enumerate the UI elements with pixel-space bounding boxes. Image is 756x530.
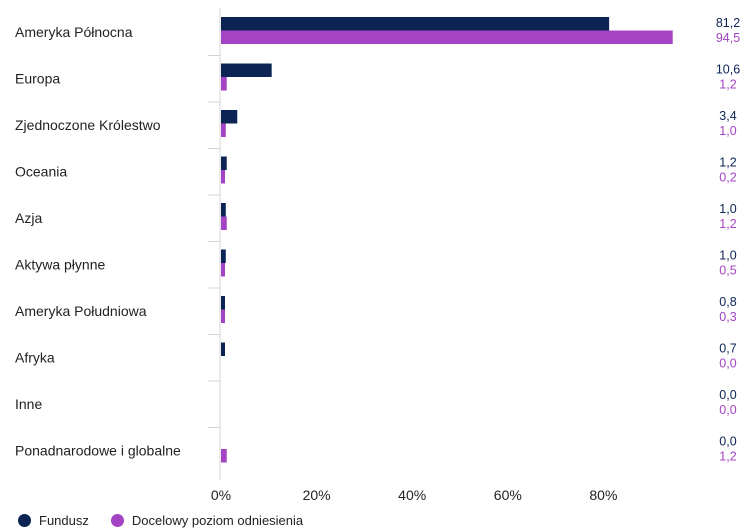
bar-fundusz xyxy=(221,203,226,217)
x-tick-label: 20% xyxy=(303,487,331,503)
value-label-benchmark: 0,5 xyxy=(719,264,736,278)
bar-benchmark xyxy=(221,263,225,277)
bar-fundusz xyxy=(221,63,272,77)
x-tick-label: 80% xyxy=(589,487,617,503)
value-label-benchmark: 1,2 xyxy=(719,217,736,231)
legend-item-fundusz: Fundusz xyxy=(18,513,89,528)
value-label-fundusz: 0,7 xyxy=(719,342,736,356)
value-label-fundusz: 1,0 xyxy=(719,202,736,216)
bar-fundusz xyxy=(221,296,225,310)
category-label: Ameryka Południowa xyxy=(15,303,147,319)
bar-benchmark xyxy=(221,170,225,184)
legend-marker-benchmark xyxy=(110,513,124,527)
bar-fundusz xyxy=(221,110,238,124)
category-label: Afryka xyxy=(15,350,55,366)
category-label: Aktywa płynne xyxy=(15,257,105,273)
bar-benchmark xyxy=(221,123,226,137)
bar-fundusz xyxy=(221,249,226,263)
legend-label-fundusz: Fundusz xyxy=(39,512,89,528)
bar-chart: Ameryka Północna81,294,5Europa10,61,2Zje… xyxy=(15,8,740,503)
category-label: Inne xyxy=(15,396,42,412)
x-tick-label: 0% xyxy=(211,487,231,503)
x-tick-label: 60% xyxy=(494,487,522,503)
bar-fundusz xyxy=(221,156,227,170)
bar-benchmark xyxy=(221,449,227,463)
bar-fundusz xyxy=(221,17,610,31)
value-label-fundusz: 10,6 xyxy=(716,63,740,77)
category-label: Ameryka Północna xyxy=(15,24,133,40)
value-label-fundusz: 1,0 xyxy=(719,249,736,263)
value-label-fundusz: 3,4 xyxy=(719,109,736,123)
bar-benchmark xyxy=(221,309,225,323)
value-label-fundusz: 81,2 xyxy=(716,16,740,30)
category-label: Zjednoczone Królestwo xyxy=(15,117,161,133)
chart-legend: Fundusz Docelowy poziom odniesienia xyxy=(18,510,325,530)
value-label-benchmark: 1,0 xyxy=(719,124,736,138)
category-label: Ponadnarodowe i globalne xyxy=(15,443,181,459)
x-tick-label: 40% xyxy=(398,487,426,503)
legend-item-benchmark: Docelowy poziom odniesienia xyxy=(110,512,304,528)
value-label-benchmark: 0,0 xyxy=(719,403,736,417)
value-label-benchmark: 0,3 xyxy=(719,310,736,324)
value-label-fundusz: 0,0 xyxy=(719,435,736,449)
value-label-fundusz: 0,8 xyxy=(719,295,736,309)
legend-label-benchmark: Docelowy poziom odniesienia xyxy=(131,512,304,528)
bar-benchmark xyxy=(221,216,227,230)
value-label-fundusz: 1,2 xyxy=(719,156,736,170)
value-label-fundusz: 0,0 xyxy=(719,388,736,402)
category-label: Oceania xyxy=(15,164,67,180)
category-label: Azja xyxy=(15,210,42,226)
bar-fundusz xyxy=(221,342,225,356)
value-label-benchmark: 0,2 xyxy=(719,171,736,185)
bar-benchmark xyxy=(221,77,227,91)
legend-marker-fundusz xyxy=(18,513,31,527)
value-label-benchmark: 94,5 xyxy=(716,31,740,45)
value-label-benchmark: 1,2 xyxy=(719,78,736,92)
value-label-benchmark: 0,0 xyxy=(719,357,736,371)
value-label-benchmark: 1,2 xyxy=(719,450,736,464)
bar-benchmark xyxy=(221,30,673,44)
category-label: Europa xyxy=(15,71,60,87)
